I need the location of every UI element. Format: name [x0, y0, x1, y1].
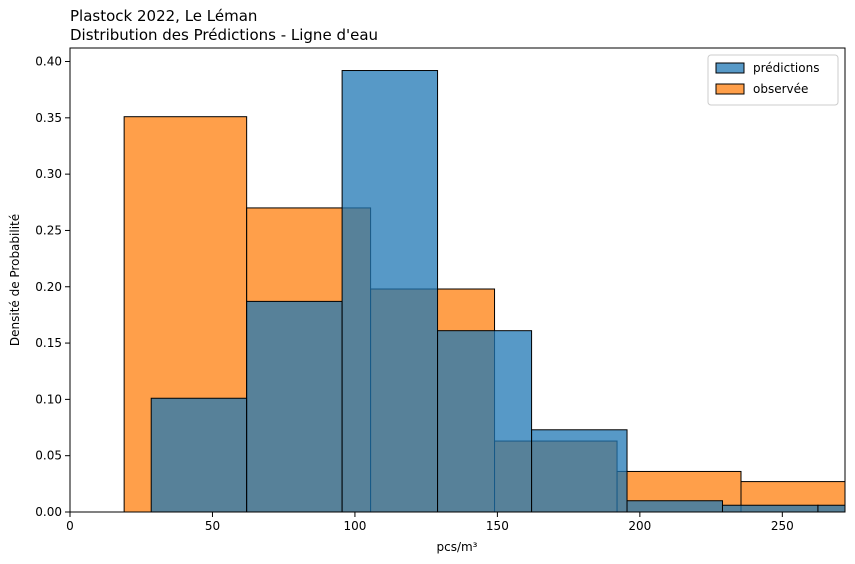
bar-predictions-3 [437, 330, 533, 512]
chart-title-line2: Distribution des Prédictions - Ligne d'e… [70, 26, 378, 44]
legend-label-predictions: prédictions [753, 61, 819, 75]
x-axis: 0 50 100 150 200 250 [66, 512, 794, 533]
x-tick-label: 50 [205, 519, 220, 533]
legend-label-observee: observée [753, 82, 808, 96]
bar-predictions-5 [626, 500, 723, 512]
y-tick-label: 0.20 [35, 280, 62, 294]
plot-frame [69, 47, 846, 513]
legend-swatch-observee [715, 83, 745, 95]
y-axis: 0.00 0.05 0.10 0.15 0.20 0.25 0.30 0.35 0.40 [35, 55, 70, 519]
y-tick-label: 0.15 [35, 336, 62, 350]
x-tick-label: 100 [343, 519, 366, 533]
y-tick-label: 0.10 [35, 392, 62, 406]
x-tick-label: 150 [486, 519, 509, 533]
legend-swatch-predictions [715, 62, 745, 74]
x-axis-label: pcs/m³ [436, 540, 477, 554]
bar-predictions-1 [246, 300, 343, 512]
y-tick-label: 0.40 [35, 55, 62, 69]
bar-predictions-2 [341, 70, 439, 512]
x-tick-label: 200 [628, 519, 651, 533]
bar-predictions-4 [531, 429, 628, 512]
x-tick-label: 0 [66, 519, 74, 533]
bar-predictions-6 [721, 504, 819, 512]
legend: prédictions observée [707, 54, 839, 106]
y-axis-label: Densité de Probabilité [8, 214, 22, 346]
chart-title-line1: Plastock 2022, Le Léman [70, 7, 257, 25]
bar-predictions-7 [817, 504, 845, 512]
y-tick-label: 0.30 [35, 167, 62, 181]
y-tick-label: 0.00 [35, 505, 62, 519]
bar-predictions-0 [150, 397, 248, 512]
bars-layer [123, 70, 845, 512]
y-tick-label: 0.25 [35, 223, 62, 237]
y-tick-label: 0.35 [35, 111, 62, 125]
y-tick-label: 0.05 [35, 449, 62, 463]
x-tick-label: 250 [771, 519, 794, 533]
